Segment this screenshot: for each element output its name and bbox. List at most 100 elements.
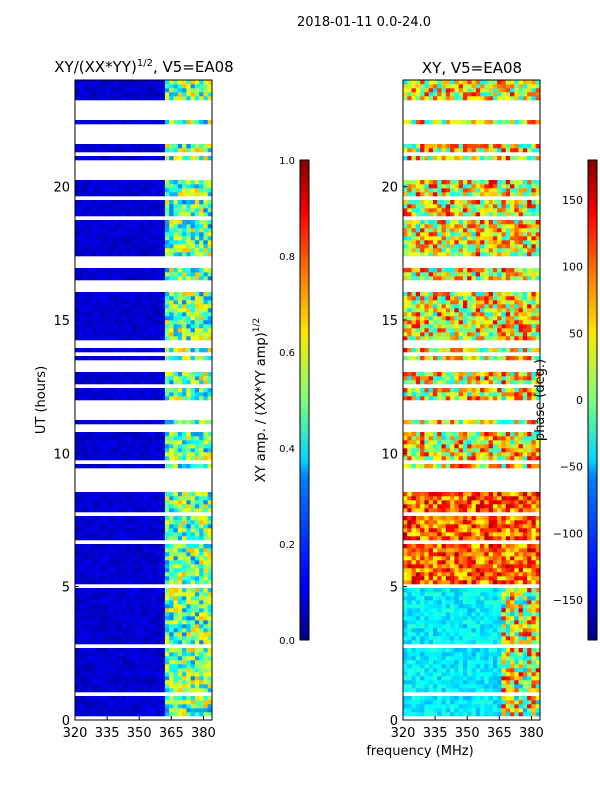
heatmap-cell — [199, 120, 204, 125]
heatmap-cell — [403, 560, 408, 565]
heatmap-cell — [484, 600, 489, 605]
heatmap-cell — [194, 232, 200, 237]
heatmap-cell — [139, 440, 144, 445]
heatmap-cell — [514, 712, 519, 717]
heatmap-cell — [104, 672, 110, 677]
heatmap-cell — [173, 548, 179, 553]
heatmap-cell — [186, 180, 191, 185]
heatmap-cell — [139, 628, 144, 633]
heatmap-cell — [109, 548, 114, 553]
heatmap-cell — [169, 616, 174, 621]
heatmap-cell — [92, 628, 97, 633]
heatmap-cell — [497, 544, 502, 549]
heatmap-cell — [199, 296, 204, 301]
heatmap-cell — [450, 592, 455, 597]
heatmap-cell — [505, 520, 511, 525]
heatmap-cell — [169, 440, 174, 445]
heatmap-cell — [454, 600, 459, 605]
heatmap-cell — [156, 592, 161, 597]
heatmap-cell — [182, 580, 187, 585]
heatmap-cell — [471, 608, 477, 613]
heatmap-cell — [100, 636, 106, 641]
heatmap-cell — [130, 680, 136, 685]
heatmap-cell — [87, 212, 93, 217]
heatmap-cell — [100, 492, 106, 497]
heatmap-cell — [173, 380, 179, 385]
heatmap-cell — [79, 376, 84, 381]
heatmap-cell — [134, 200, 140, 205]
heatmap-cell — [104, 520, 110, 525]
heatmap-cell — [445, 600, 451, 605]
heatmap-cell — [160, 580, 166, 585]
heatmap-cell — [96, 84, 101, 89]
heatmap-cell — [75, 308, 80, 313]
heatmap-cell — [83, 276, 89, 281]
heatmap-cell — [75, 436, 80, 441]
heatmap-cell — [411, 552, 417, 557]
heatmap-cell — [164, 688, 170, 693]
heatmap-cell — [407, 632, 412, 637]
heatmap-cell — [104, 636, 110, 641]
heatmap-cell — [79, 304, 84, 309]
heatmap-cell — [450, 580, 455, 585]
heatmap-cell — [122, 240, 127, 245]
heatmap-cell — [96, 248, 101, 253]
heatmap-cell — [139, 316, 144, 321]
heatmap-cell — [207, 616, 213, 621]
heatmap-cell — [152, 516, 157, 521]
heatmap-cell — [475, 672, 481, 677]
heatmap-cell — [79, 332, 84, 337]
heatmap-cell — [130, 236, 136, 241]
heatmap-cell — [169, 552, 174, 557]
heatmap-cell — [79, 432, 84, 437]
heatmap-cell — [122, 432, 127, 437]
heatmap-cell — [420, 572, 425, 577]
heatmap-cell — [143, 120, 149, 125]
heatmap-cell — [130, 296, 136, 301]
heatmap-cell — [143, 84, 149, 89]
heatmap-cell — [130, 544, 136, 549]
heatmap-cell — [445, 664, 451, 669]
heatmap-cell — [92, 684, 97, 689]
heatmap-cell — [79, 524, 84, 529]
heatmap-cell — [164, 372, 170, 377]
heatmap-cell — [177, 564, 183, 569]
heatmap-cell — [126, 496, 131, 501]
heatmap-cell — [407, 548, 412, 553]
heatmap-cell — [83, 272, 89, 277]
heatmap-cell — [147, 568, 153, 573]
heatmap-cell — [462, 548, 468, 553]
heatmap-cell — [92, 688, 97, 693]
heatmap-cell — [488, 688, 494, 693]
heatmap-cell — [488, 592, 494, 597]
heatmap-cell — [87, 440, 93, 445]
heatmap-cell — [126, 312, 131, 317]
heatmap-cell — [134, 88, 140, 93]
heatmap-cell — [152, 684, 157, 689]
heatmap-cell — [182, 712, 187, 717]
heatmap-cell — [484, 560, 489, 565]
heatmap-cell — [471, 700, 477, 705]
heatmap-cell — [104, 696, 110, 701]
heatmap-cell — [415, 676, 421, 681]
heatmap-cell — [96, 180, 101, 185]
heatmap-cell — [160, 300, 166, 305]
heatmap-cell — [437, 708, 442, 713]
heatmap-cell — [407, 568, 412, 573]
heatmap-cell — [190, 316, 196, 321]
heatmap-cell — [501, 596, 507, 601]
heatmap-cell — [182, 92, 187, 97]
heatmap-cell — [518, 660, 524, 665]
heatmap-cell — [109, 704, 114, 709]
heatmap-cell — [75, 648, 80, 653]
heatmap-cell — [126, 276, 131, 281]
heatmap-cell — [505, 608, 511, 613]
heatmap-cell — [100, 516, 106, 521]
heatmap-cell — [194, 520, 200, 525]
heatmap-cell — [531, 604, 537, 609]
heatmap-cell — [505, 664, 511, 669]
heatmap-cell — [152, 712, 157, 717]
heatmap-cell — [100, 608, 106, 613]
heatmap-cell — [164, 636, 170, 641]
heatmap-cell — [130, 444, 136, 449]
